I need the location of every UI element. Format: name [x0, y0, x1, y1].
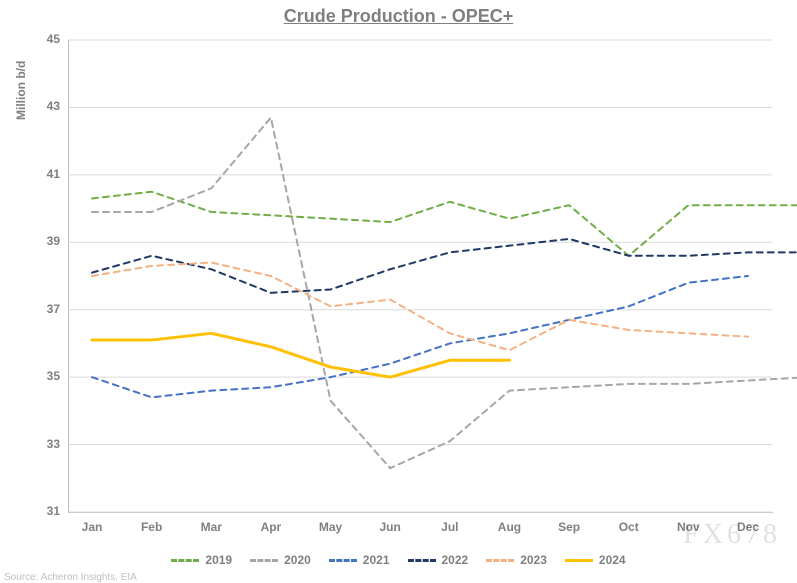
source-text: Source: Acheron Insights, EIA — [4, 572, 137, 583]
y-tick-label: 45 — [30, 32, 60, 46]
y-tick-label: 33 — [30, 437, 60, 451]
watermark: FX678 — [683, 519, 781, 551]
legend-item: 2020 — [250, 553, 311, 567]
chart-plot — [0, 0, 797, 583]
legend-swatch — [329, 559, 357, 562]
legend-swatch — [250, 559, 278, 562]
y-tick-label: 37 — [30, 302, 60, 316]
x-tick-label: Jan — [76, 520, 108, 534]
legend-swatch — [486, 559, 514, 562]
legend-item: 2019 — [171, 553, 232, 567]
legend-item: 2024 — [565, 553, 626, 567]
legend-swatch — [408, 559, 436, 562]
x-tick-label: Oct — [613, 520, 645, 534]
legend-item: 2023 — [486, 553, 547, 567]
legend-item: 2021 — [329, 553, 390, 567]
legend-label: 2024 — [599, 553, 626, 567]
y-tick-label: 43 — [30, 99, 60, 113]
x-tick-label: Jul — [434, 520, 466, 534]
y-tick-label: 39 — [30, 234, 60, 248]
legend-label: 2020 — [284, 553, 311, 567]
y-tick-label: 41 — [30, 167, 60, 181]
legend-label: 2022 — [442, 553, 469, 567]
x-tick-label: Jun — [374, 520, 406, 534]
x-tick-label: Apr — [255, 520, 287, 534]
x-tick-label: Mar — [195, 520, 227, 534]
x-tick-label: Feb — [136, 520, 168, 534]
legend-label: 2021 — [363, 553, 390, 567]
x-tick-label: May — [315, 520, 347, 534]
legend-item: 2022 — [408, 553, 469, 567]
y-tick-label: 35 — [30, 369, 60, 383]
chart-container: Crude Production - OPEC+ Million b/d 313… — [0, 0, 797, 583]
legend: 2019 2020 2021 2022 2023 2024 — [0, 553, 797, 567]
legend-label: 2023 — [520, 553, 547, 567]
legend-swatch — [565, 559, 593, 562]
x-tick-label: Aug — [493, 520, 525, 534]
legend-label: 2019 — [205, 553, 232, 567]
x-tick-label: Sep — [553, 520, 585, 534]
legend-swatch — [171, 559, 199, 562]
y-tick-label: 31 — [30, 504, 60, 518]
